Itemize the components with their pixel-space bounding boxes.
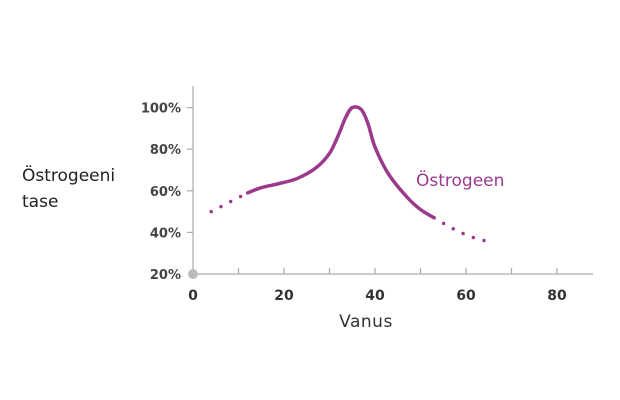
y-tick-label: 60% xyxy=(150,185,181,200)
x-tick-label: 20 xyxy=(274,288,294,304)
x-tick-label: 80 xyxy=(547,288,567,304)
y-tick-labels: 20% 40% 60% 80% 100% xyxy=(141,102,181,283)
y-axis-label-line-2: tase xyxy=(22,192,59,212)
y-tick-label: 100% xyxy=(141,102,181,117)
series-line-dotted-end xyxy=(432,216,496,245)
origin-dot xyxy=(188,269,198,279)
x-tick-labels: 0 20 40 60 80 xyxy=(188,288,567,304)
series-label: Östrogeen xyxy=(416,169,504,191)
y-axis-label-line-1: Östrogeeni xyxy=(22,166,116,186)
series-group xyxy=(209,105,496,245)
x-axis-label: Vanus xyxy=(339,312,393,332)
x-tick-label: 60 xyxy=(456,288,476,304)
y-tick-label: 20% xyxy=(150,268,181,283)
y-tick-label: 80% xyxy=(150,143,181,158)
x-tick-label: 0 xyxy=(188,288,198,304)
y-tick-label: 40% xyxy=(150,226,181,241)
y-axis-label: Östrogeeni tase xyxy=(22,163,115,215)
series-line-dotted-start xyxy=(209,191,250,214)
x-tick-label: 40 xyxy=(365,288,385,304)
series-line xyxy=(245,105,436,220)
axis-ticks xyxy=(187,106,558,274)
